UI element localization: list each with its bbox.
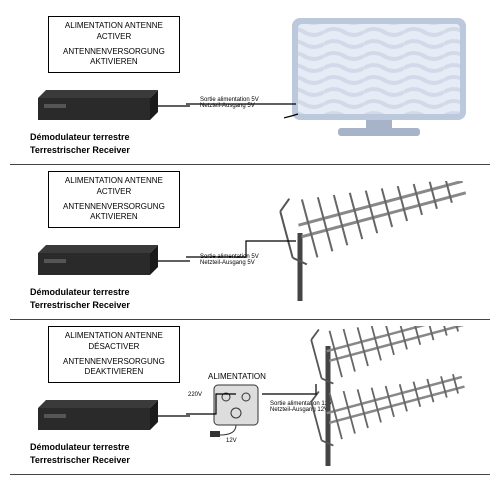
yagi-single-icon	[270, 181, 480, 301]
panel-2: ALIMENTATION ANTENNE ACTIVER ANTENNENVER…	[10, 165, 490, 320]
ps-title: ALIMENTATION	[208, 372, 266, 381]
infobox-line-fr2: DÉSACTIVER	[63, 342, 165, 353]
infobox-1: ALIMENTATION ANTENNE ACTIVER ANTENNENVER…	[48, 16, 180, 73]
receiver-icon	[30, 245, 190, 285]
receiver-icon	[30, 400, 190, 440]
receiver-caption-de: Terrestrischer Receiver	[30, 300, 190, 311]
indoor-antenna-icon	[284, 14, 474, 144]
cable-2	[186, 235, 296, 271]
cable-3	[186, 384, 336, 434]
ps-out-voltage: 12V	[226, 438, 237, 444]
infobox-line-fr2: ACTIVER	[63, 32, 165, 43]
infobox-line-de2: AKTIVIEREN	[63, 212, 165, 223]
outdoor-antenna-single	[270, 181, 480, 306]
infobox-line-fr2: ACTIVER	[63, 187, 165, 198]
infobox-line-fr1: ALIMENTATION ANTENNE	[63, 176, 165, 187]
receiver-icon	[30, 90, 190, 130]
infobox-line-de1: ANTENNENVERSORGUNG	[63, 202, 165, 213]
receiver-area-3: Démodulateur terrestre Terrestrischer Re…	[30, 400, 190, 467]
infobox-3: ALIMENTATION ANTENNE DÉSACTIVER ANTENNEN…	[48, 326, 180, 383]
receiver-caption-fr: Démodulateur terrestre	[30, 132, 190, 143]
receiver-caption-fr: Démodulateur terrestre	[30, 287, 190, 298]
panel-3: ALIMENTATION ANTENNE DÉSACTIVER ANTENNEN…	[10, 320, 490, 475]
receiver-area-1: Démodulateur terrestre Terrestrischer Re…	[30, 90, 190, 157]
indoor-antenna	[284, 14, 474, 149]
receiver-caption-de: Terrestrischer Receiver	[30, 145, 190, 156]
infobox-line-fr1: ALIMENTATION ANTENNE	[63, 21, 165, 32]
receiver-caption-de: Terrestrischer Receiver	[30, 455, 190, 466]
infobox-line-de1: ANTENNENVERSORGUNG	[63, 357, 165, 368]
infobox-line-de2: DEAKTIVIEREN	[63, 367, 165, 378]
receiver-area-2: Démodulateur terrestre Terrestrischer Re…	[30, 245, 190, 312]
receiver-caption-fr: Démodulateur terrestre	[30, 442, 190, 453]
infobox-line-de2: AKTIVIEREN	[63, 57, 165, 68]
infobox-2: ALIMENTATION ANTENNE ACTIVER ANTENNENVER…	[48, 171, 180, 228]
infobox-line-fr1: ALIMENTATION ANTENNE	[63, 331, 165, 342]
infobox-line-de1: ANTENNENVERSORGUNG	[63, 47, 165, 58]
cable-1	[186, 94, 296, 114]
panel-1: ALIMENTATION ANTENNE ACTIVER ANTENNENVER…	[10, 10, 490, 165]
